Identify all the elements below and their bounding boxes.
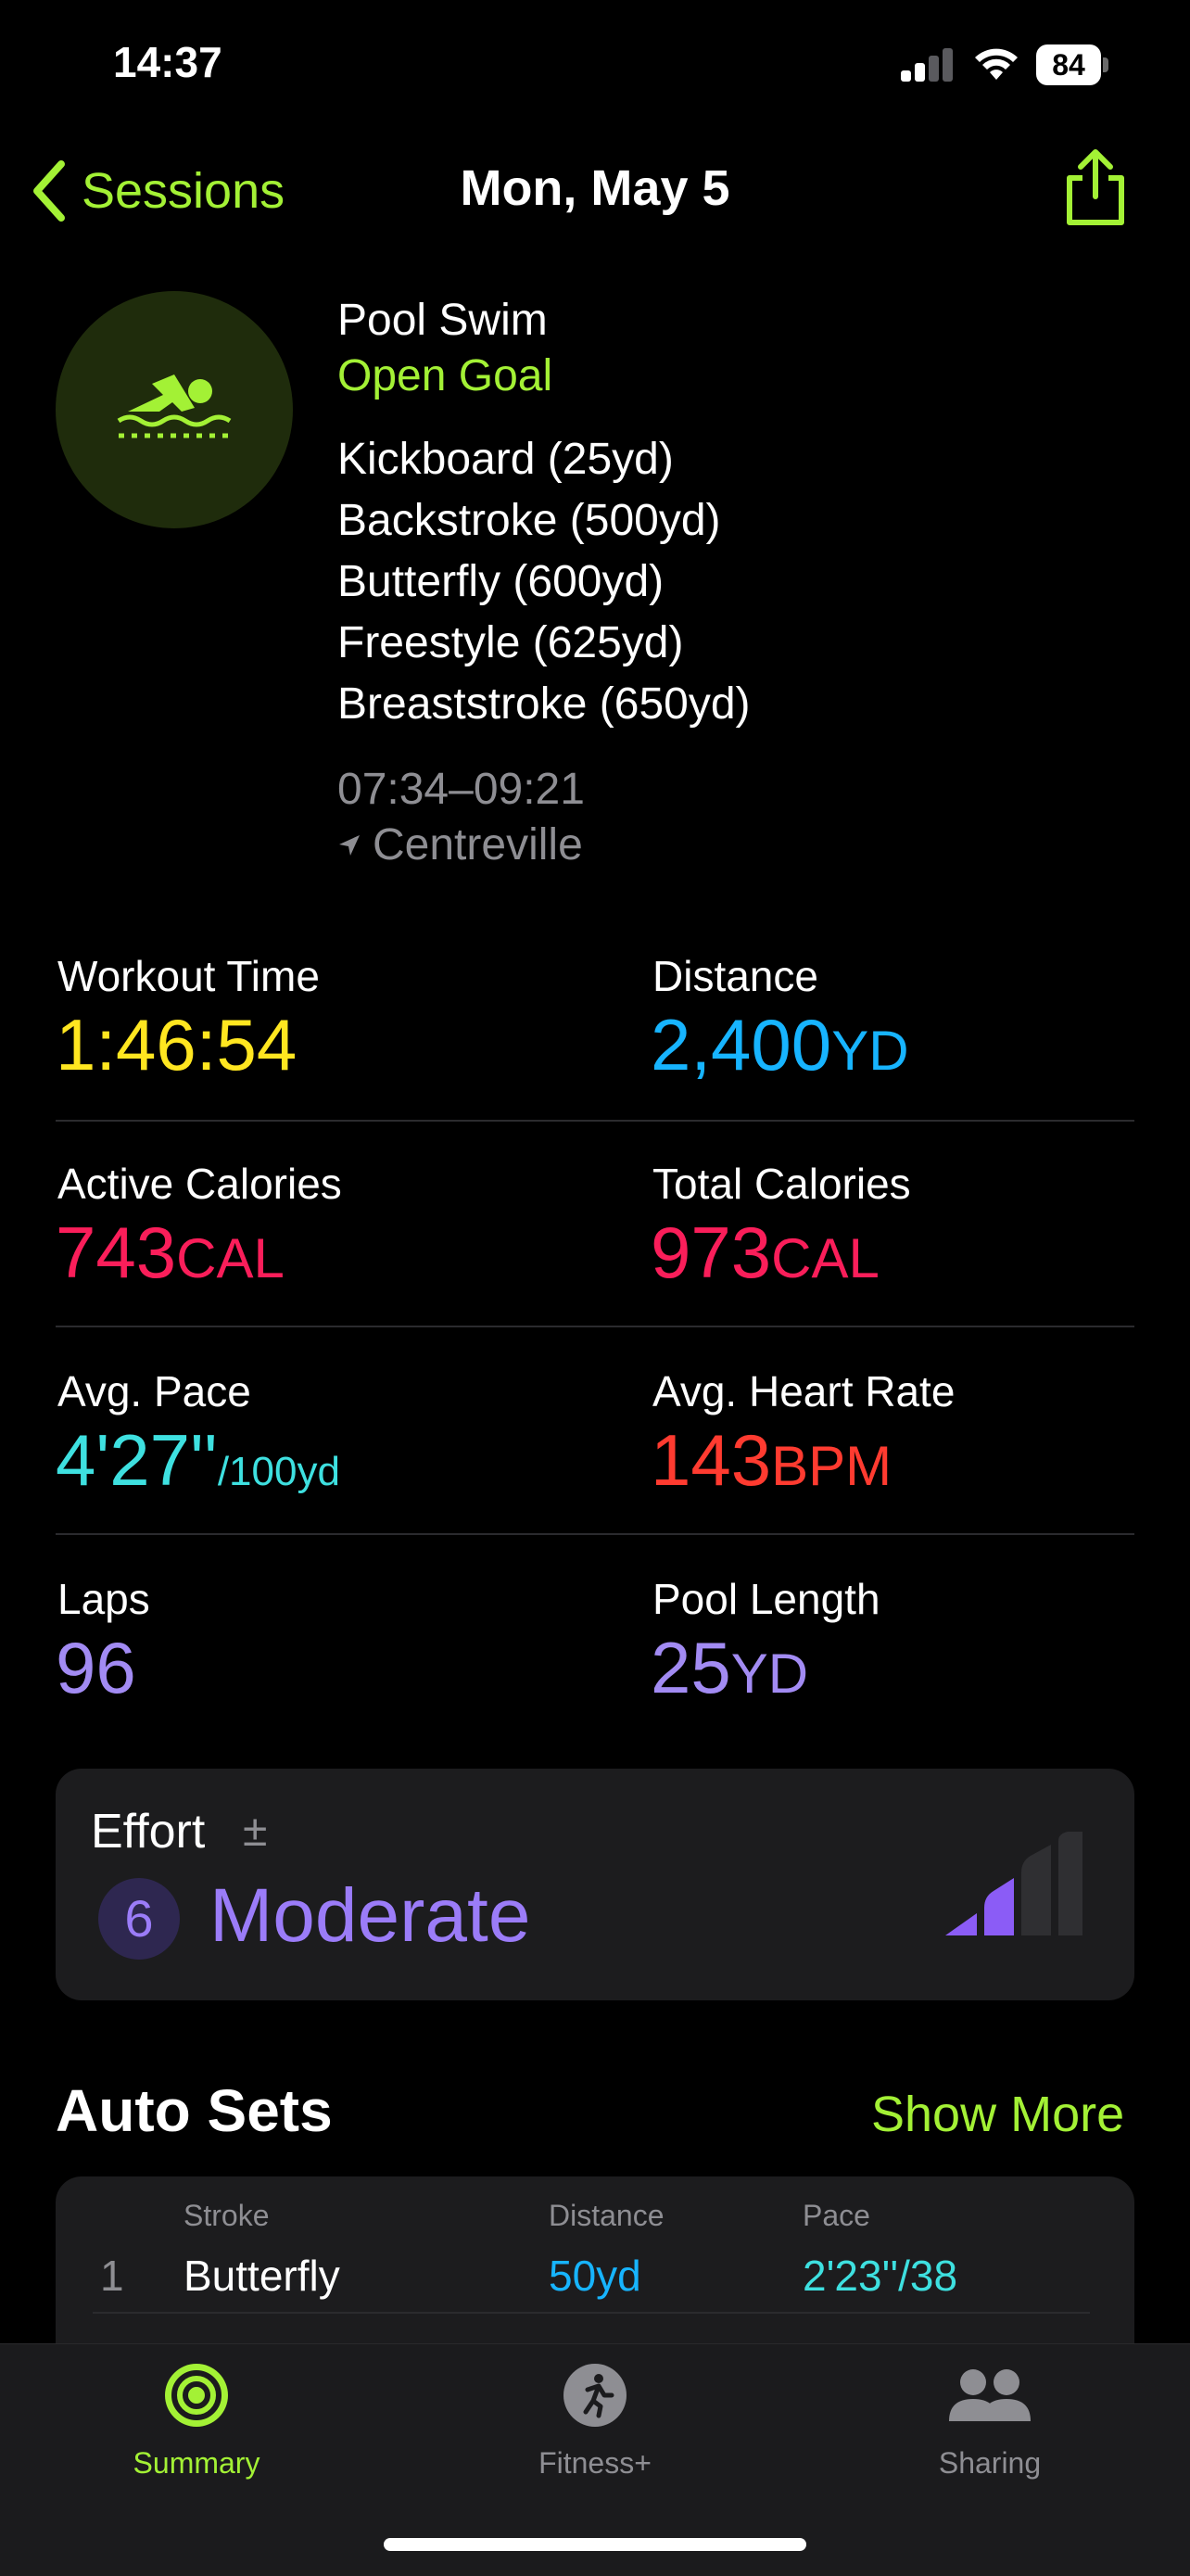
divider: [56, 1326, 1134, 1327]
distance-label: Distance: [652, 952, 818, 1000]
active-calories-number: 743: [56, 1212, 177, 1293]
distance-unit: YD: [831, 1020, 909, 1082]
cellular-signal-icon: [901, 48, 953, 82]
distance-value: 2,400YD: [651, 1003, 909, 1087]
tab-sharing[interactable]: Sharing: [851, 2362, 1129, 2481]
tab-fitness-plus[interactable]: Fitness+: [456, 2362, 734, 2481]
column-header-distance: Distance: [549, 2199, 665, 2232]
running-figure-icon: [563, 2364, 627, 2427]
stroke-item: Butterfly (600yd): [337, 557, 665, 606]
avg-pace-unit: /100yd: [217, 1449, 340, 1494]
wifi-icon: [975, 48, 1018, 80]
laps-value: 96: [56, 1627, 136, 1708]
effort-score: 6: [98, 1878, 180, 1960]
tab-label: Sharing: [938, 2446, 1042, 2480]
column-header-pace: Pace: [803, 2199, 870, 2232]
workout-time-label: Workout Time: [57, 952, 320, 1000]
active-calories-unit: CAL: [176, 1227, 285, 1289]
divider: [56, 1120, 1134, 1122]
effort-meter-bar: [984, 1878, 1014, 1935]
tab-label: Fitness+: [538, 2446, 652, 2480]
activity-rings-icon: [165, 2364, 228, 2427]
effort-card[interactable]: [56, 1769, 1134, 2000]
chevron-left-icon: [33, 160, 65, 222]
effort-meter-bar: [1021, 1845, 1051, 1935]
stroke-item: Freestyle (625yd): [337, 618, 684, 667]
avg-heart-rate-number: 143: [651, 1419, 772, 1501]
effort-meter-icon: [945, 1832, 1082, 1935]
set-stroke: Butterfly: [184, 2252, 340, 2300]
active-calories-label: Active Calories: [57, 1160, 342, 1208]
workout-goal: Open Goal: [337, 351, 553, 400]
set-index: 1: [100, 2252, 124, 2300]
location: Centreville: [337, 819, 583, 870]
back-button[interactable]: Sessions: [32, 156, 285, 226]
total-calories-number: 973: [651, 1212, 772, 1293]
status-time: 14:37: [113, 38, 222, 86]
avg-heart-rate-label: Avg. Heart Rate: [652, 1367, 956, 1415]
set-distance: 50yd: [549, 2252, 641, 2300]
tab-label: Summary: [133, 2446, 260, 2480]
auto-sets-title: Auto Sets: [56, 2077, 333, 2144]
laps-label: Laps: [57, 1575, 150, 1623]
location-name: Centreville: [373, 820, 583, 869]
effort-label: Effort: [91, 1805, 206, 1859]
show-more-button[interactable]: Show More: [871, 2087, 1125, 2142]
pool-length-value: 25YD: [651, 1626, 808, 1710]
pool-length-number: 25: [651, 1627, 731, 1708]
workout-type: Pool Swim: [337, 296, 548, 345]
divider: [56, 1533, 1134, 1535]
avg-pace-value: 4'27''/100yd: [56, 1418, 340, 1503]
divider: [93, 2312, 1090, 2314]
pool-length-unit: YD: [730, 1643, 809, 1705]
battery-icon: 84: [1036, 44, 1108, 85]
active-calories-value: 743CAL: [56, 1211, 285, 1295]
workout-time-value: 1:46:54: [56, 1004, 298, 1085]
avg-pace-number: 4'27'': [56, 1419, 218, 1501]
avg-heart-rate-unit: BPM: [771, 1435, 892, 1497]
avg-pace-label: Avg. Pace: [57, 1367, 251, 1415]
stroke-item: Breaststroke (650yd): [337, 679, 751, 729]
set-pace: 2'23''/38: [803, 2252, 958, 2300]
total-calories-label: Total Calories: [652, 1160, 911, 1208]
distance-number: 2,400: [651, 1004, 832, 1085]
home-indicator: [384, 2538, 806, 2551]
effort-meter-bar: [1058, 1832, 1082, 1935]
time-range: 07:34–09:21: [337, 765, 585, 814]
stroke-item: Kickboard (25yd): [337, 435, 674, 484]
pool-length-label: Pool Length: [652, 1575, 880, 1623]
stroke-item: Backstroke (500yd): [337, 496, 721, 545]
effort-meter-bar: [945, 1913, 977, 1935]
total-calories-value: 973CAL: [651, 1211, 880, 1295]
workout-type-badge: [56, 291, 293, 528]
tab-summary[interactable]: Summary: [57, 2362, 335, 2481]
effort-level: Moderate: [209, 1873, 531, 1958]
swimmer-icon: [117, 374, 232, 438]
effort-edit-icon[interactable]: ±: [243, 1807, 268, 1856]
back-label: Sessions: [82, 163, 285, 219]
total-calories-unit: CAL: [771, 1227, 880, 1289]
people-icon: [949, 2369, 1031, 2421]
column-header-stroke: Stroke: [184, 2199, 270, 2232]
avg-heart-rate-value: 143BPM: [651, 1418, 892, 1503]
share-icon[interactable]: [1062, 148, 1129, 228]
battery-level: 84: [1036, 44, 1101, 85]
location-arrow-icon: [339, 834, 360, 856]
